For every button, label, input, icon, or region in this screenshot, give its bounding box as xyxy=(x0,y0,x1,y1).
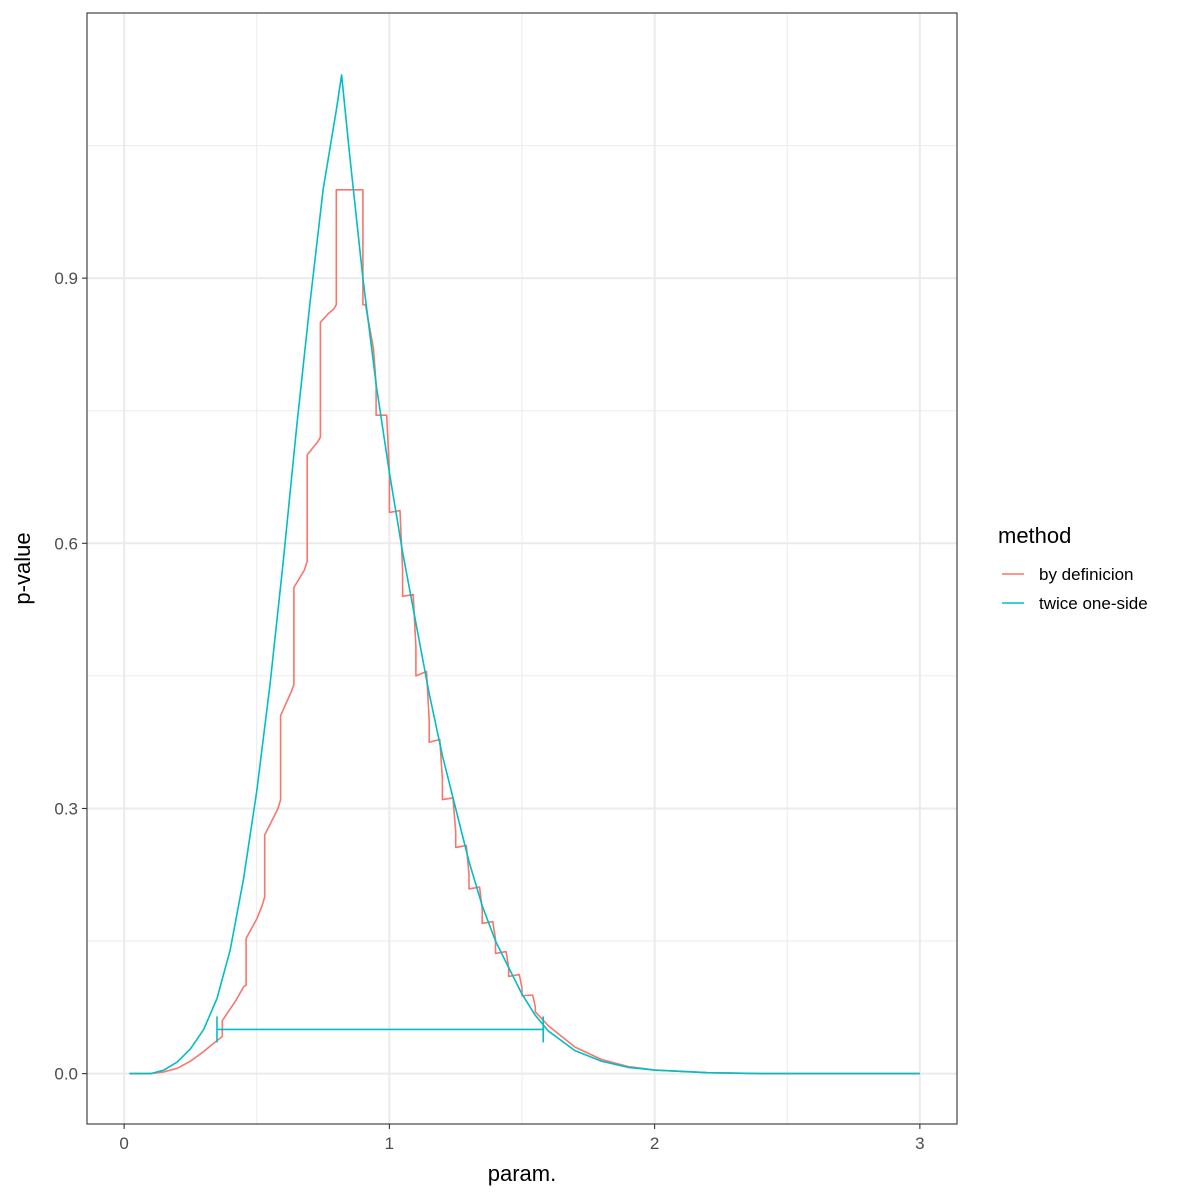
series-line-by-definicion xyxy=(129,189,920,1075)
x-axis-ticks: 0 1 2 3 xyxy=(119,1124,925,1153)
y-axis-title: p-value xyxy=(10,532,35,604)
y-tick-label: 0.9 xyxy=(54,269,78,288)
x-tick-label: 2 xyxy=(650,1134,659,1153)
y-tick-label: 0.3 xyxy=(54,799,78,818)
x-tick-label: 3 xyxy=(915,1134,924,1153)
legend-title: method xyxy=(998,523,1071,548)
y-axis-ticks: 0.0 0.3 0.6 0.9 xyxy=(54,269,87,1084)
legend-label-twice-one-side: twice one-side xyxy=(1039,594,1148,613)
y-tick-label: 0.0 xyxy=(54,1065,78,1084)
legend-label-by-definicion: by definicion xyxy=(1039,565,1134,584)
major-gridlines xyxy=(87,13,957,1124)
x-axis-title: param. xyxy=(488,1161,556,1186)
panel-border xyxy=(86,12,958,1125)
series-layer xyxy=(129,74,920,1075)
series-line-twice-one-side xyxy=(129,74,920,1075)
legend: method by definicion twice one-side xyxy=(998,523,1148,613)
x-tick-label: 0 xyxy=(119,1134,128,1153)
x-tick-label: 1 xyxy=(385,1134,394,1153)
y-tick-label: 0.6 xyxy=(54,534,78,553)
